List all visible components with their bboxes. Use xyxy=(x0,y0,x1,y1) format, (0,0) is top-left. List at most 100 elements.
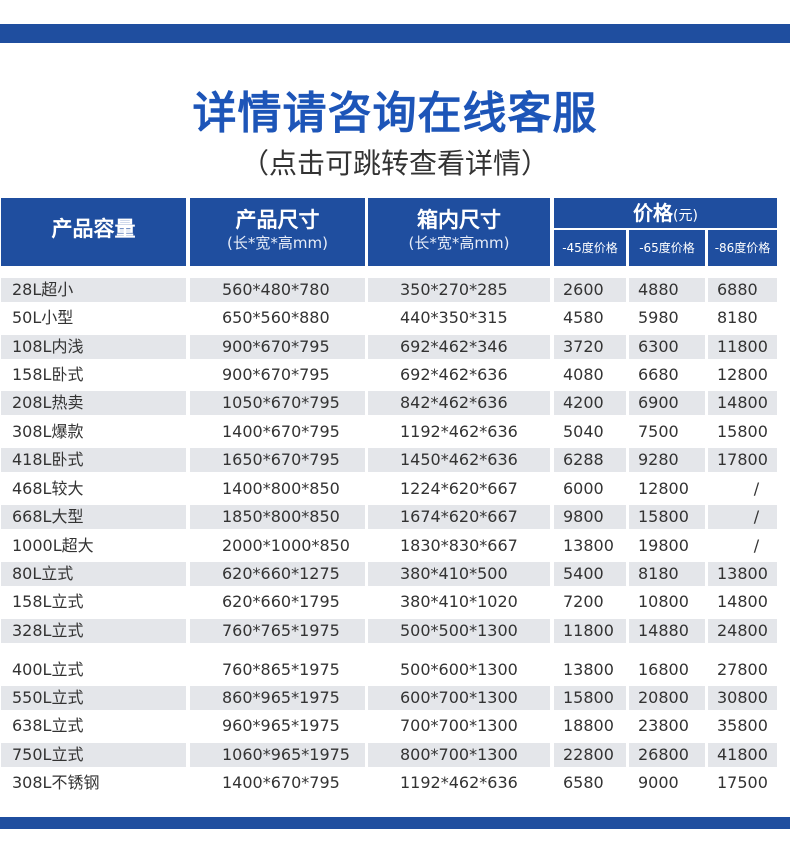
price-86-cell: 12800 xyxy=(717,365,768,384)
inner-size-cell: 842*462*636 xyxy=(368,391,550,415)
inner-size-cell: 440*350*315 xyxy=(400,308,508,327)
capacity-cell: 158L立式 xyxy=(12,592,84,611)
price-65-cell: 23800 xyxy=(638,716,689,735)
price-45-cell: 18800 xyxy=(563,716,614,735)
price-65-cell: 8180 xyxy=(629,562,705,586)
header-capacity: 产品容量 xyxy=(1,198,186,266)
price-86-cell: 14800 xyxy=(708,391,777,415)
price-65-cell: 5980 xyxy=(638,308,679,327)
price-86-cell: / xyxy=(753,536,760,555)
price-45-cell: 4080 xyxy=(563,365,604,384)
header-price: 价格(元) xyxy=(554,198,777,228)
product-size-cell: 960*965*1975 xyxy=(222,716,340,735)
product-size-cell: 1400*670*795 xyxy=(222,773,340,792)
price-86-cell: 27800 xyxy=(717,660,768,679)
capacity-cell: 1000L超大 xyxy=(12,536,94,555)
price-45-cell: 13800 xyxy=(563,536,614,555)
bottom-banner-bar xyxy=(0,817,790,829)
inner-size-cell: 380*410*500 xyxy=(368,562,550,586)
product-size-cell: 560*480*780 xyxy=(190,278,365,302)
product-size-cell: 900*670*795 xyxy=(222,365,330,384)
header-price-86: -86度价格 xyxy=(708,230,777,266)
capacity-cell: 400L立式 xyxy=(12,660,84,679)
inner-size-cell: 500*600*1300 xyxy=(400,660,518,679)
price-86-cell: 15800 xyxy=(717,422,768,441)
price-45-cell: 5400 xyxy=(554,562,626,586)
header-price-unit: (元) xyxy=(673,208,698,224)
product-size-cell: 1060*965*1975 xyxy=(190,743,365,767)
price-86-cell: 41800 xyxy=(708,743,777,767)
price-45-cell: 6288 xyxy=(554,448,626,472)
price-65-cell: 9000 xyxy=(638,773,679,792)
price-45-cell: 4200 xyxy=(554,391,626,415)
product-size-cell: 860*965*1975 xyxy=(190,686,365,710)
price-86-cell: 24800 xyxy=(708,619,777,643)
capacity-cell: 638L立式 xyxy=(12,716,84,735)
price-45-cell: 3720 xyxy=(554,335,626,359)
inner-size-cell: 1224*620*667 xyxy=(400,479,518,498)
price-65-cell: 9280 xyxy=(629,448,705,472)
product-size-cell: 900*670*795 xyxy=(190,335,365,359)
inner-size-cell: 1192*462*636 xyxy=(400,773,518,792)
inner-size-cell: 350*270*285 xyxy=(368,278,550,302)
product-size-cell: 2000*1000*850 xyxy=(222,536,350,555)
price-86-cell: 11800 xyxy=(708,335,777,359)
price-86-cell: 8180 xyxy=(717,308,758,327)
capacity-cell: 308L不锈钢 xyxy=(12,773,100,792)
page-subtitle: （点击可跳转查看详情） xyxy=(240,147,549,180)
price-65-cell: 20800 xyxy=(629,686,705,710)
header-product-size-label: 产品尺寸 xyxy=(235,208,320,232)
capacity-cell: 750L立式 xyxy=(1,743,186,767)
price-45-cell: 9800 xyxy=(554,505,626,529)
product-size-cell: 1400*670*795 xyxy=(222,422,340,441)
inner-size-cell: 1450*462*636 xyxy=(368,448,550,472)
capacity-cell: 308L爆款 xyxy=(12,422,84,441)
header-price-45: -45度价格 xyxy=(554,230,626,266)
capacity-cell: 50L小型 xyxy=(12,308,74,327)
price-86-cell: 6880 xyxy=(708,278,777,302)
inner-size-cell: 800*700*1300 xyxy=(368,743,550,767)
product-size-cell: 620*660*1795 xyxy=(222,592,340,611)
product-size-cell: 620*660*1275 xyxy=(190,562,365,586)
header-price-65: -65度价格 xyxy=(629,230,705,266)
page-title: 详情请咨询在线客服 xyxy=(192,88,598,139)
price-86-cell: 14800 xyxy=(717,592,768,611)
header-inner-size-label: 箱内尺寸 xyxy=(417,208,501,232)
header-product-size: 产品尺寸 (长*宽*高mm) xyxy=(190,198,365,266)
product-size-cell: 760*765*1975 xyxy=(190,619,365,643)
header-product-size-unit: (长*宽*高mm) xyxy=(227,234,328,252)
capacity-cell: 158L卧式 xyxy=(12,365,84,384)
capacity-cell: 668L大型 xyxy=(1,505,186,529)
product-size-cell: 1850*800*850 xyxy=(190,505,365,529)
capacity-cell: 468L较大 xyxy=(12,479,84,498)
price-65-cell: 10800 xyxy=(638,592,689,611)
inner-size-cell: 692*462*636 xyxy=(400,365,508,384)
capacity-cell: 418L卧式 xyxy=(1,448,186,472)
price-45-cell: 22800 xyxy=(554,743,626,767)
capacity-cell: 328L立式 xyxy=(1,619,186,643)
inner-size-cell: 1674*620*667 xyxy=(368,505,550,529)
inner-size-cell: 500*500*1300 xyxy=(368,619,550,643)
price-45-cell: 13800 xyxy=(563,660,614,679)
price-86-cell: 13800 xyxy=(708,562,777,586)
price-86-cell: 30800 xyxy=(708,686,777,710)
price-65-cell: 26800 xyxy=(629,743,705,767)
price-45-cell: 6580 xyxy=(563,773,604,792)
inner-size-cell: 1192*462*636 xyxy=(400,422,518,441)
price-65-cell: 12800 xyxy=(638,479,689,498)
price-65-cell: 7500 xyxy=(638,422,679,441)
product-size-cell: 760*865*1975 xyxy=(222,660,340,679)
inner-size-cell: 380*410*1020 xyxy=(400,592,518,611)
header-inner-size-unit: (长*宽*高mm) xyxy=(408,234,510,252)
price-86-cell: / xyxy=(753,479,760,498)
price-86-cell: / xyxy=(708,505,777,529)
price-45-cell: 15800 xyxy=(554,686,626,710)
price-65-cell: 4880 xyxy=(629,278,705,302)
capacity-cell: 550L立式 xyxy=(1,686,186,710)
capacity-cell: 208L热卖 xyxy=(1,391,186,415)
inner-size-cell: 692*462*346 xyxy=(368,335,550,359)
price-45-cell: 5040 xyxy=(563,422,604,441)
product-size-cell: 650*560*880 xyxy=(222,308,330,327)
price-65-cell: 6300 xyxy=(629,335,705,359)
